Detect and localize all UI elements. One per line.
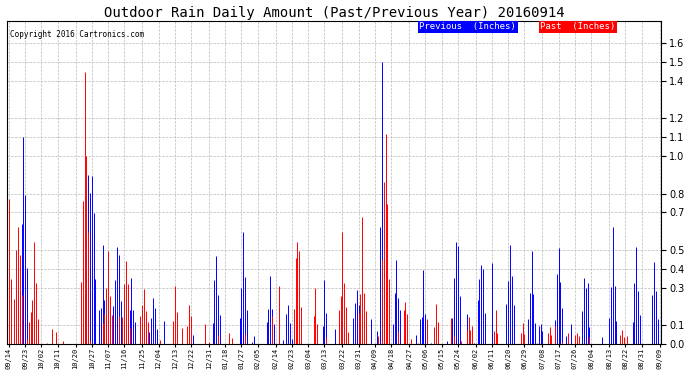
Text: Copyright 2016 Cartronics.com: Copyright 2016 Cartronics.com: [10, 30, 144, 39]
Text: Previous  (Inches): Previous (Inches): [420, 22, 516, 32]
Title: Outdoor Rain Daily Amount (Past/Previous Year) 20160914: Outdoor Rain Daily Amount (Past/Previous…: [104, 6, 564, 20]
Text: Past  (Inches): Past (Inches): [540, 22, 615, 32]
